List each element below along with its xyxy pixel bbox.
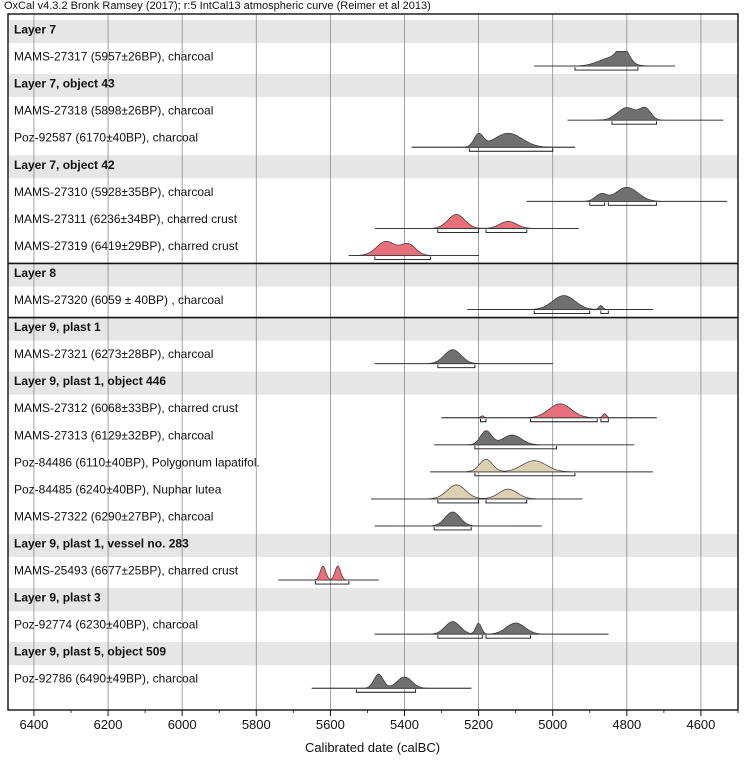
range-bracket bbox=[485, 635, 531, 639]
distribution-curve bbox=[534, 51, 675, 67]
distribution-curve bbox=[411, 132, 576, 148]
x-tick-label: 4600 bbox=[686, 717, 715, 732]
x-tick-label: 5600 bbox=[316, 717, 345, 732]
group-band bbox=[8, 317, 738, 341]
sample-label: Poz-84485 (6240±40BP), Nuphar lutea bbox=[14, 482, 222, 496]
group-band bbox=[8, 74, 738, 98]
distribution-curve bbox=[467, 295, 654, 310]
range-bracket bbox=[374, 256, 431, 260]
group-band bbox=[8, 588, 738, 612]
sample-label: MAMS-27310 (5928±35BP), charcoal bbox=[14, 185, 213, 199]
range-bracket bbox=[485, 499, 528, 504]
distribution-curve bbox=[311, 673, 472, 689]
distribution-curve bbox=[278, 565, 379, 581]
range-bracket bbox=[480, 418, 487, 423]
group-band bbox=[8, 642, 738, 666]
group-band bbox=[8, 20, 738, 44]
range-bracket bbox=[611, 121, 657, 125]
distribution-curve bbox=[526, 186, 728, 202]
distribution-curve bbox=[441, 403, 657, 419]
sample-label: Poz-92786 (6490±49BP), charcoal bbox=[14, 672, 198, 686]
distribution-curve bbox=[374, 621, 609, 635]
sample-label: Poz-84486 (6110±40BP), Polygonum lapatif… bbox=[14, 455, 260, 469]
sample-label: MAMS-27318 (5898±26BP), charcoal bbox=[14, 104, 213, 118]
distribution-curve bbox=[374, 511, 542, 527]
group-band bbox=[8, 533, 738, 557]
x-tick-label: 6000 bbox=[168, 717, 197, 732]
range-bracket bbox=[437, 229, 480, 233]
sample-label: MAMS-27320 (6059 ± 40BP) , charcoal bbox=[14, 293, 223, 307]
distribution-curve bbox=[567, 106, 724, 121]
plot-frame bbox=[7, 13, 739, 711]
sample-label: MAMS-27322 (6290±27BP), charcoal bbox=[14, 509, 213, 523]
range-bracket bbox=[437, 364, 476, 369]
group-band bbox=[8, 263, 738, 287]
x-tick-label: 6200 bbox=[94, 717, 123, 732]
group-label: Layer 9, plast 5, object 509 bbox=[14, 645, 166, 659]
distribution-curve bbox=[434, 430, 635, 446]
sample-label: MAMS-25493 (6677±25BP), charred crust bbox=[14, 564, 239, 578]
group-label: Layer 7, object 42 bbox=[14, 158, 115, 172]
distribution-curve bbox=[371, 484, 583, 500]
sample-label: MAMS-27321 (6273±28BP), charcoal bbox=[14, 347, 213, 361]
group-label: Layer 7 bbox=[14, 23, 56, 37]
sample-label: MAMS-27312 (6068±33BP), charred crust bbox=[14, 401, 239, 415]
group-label: Layer 8 bbox=[14, 266, 56, 280]
group-label: Layer 7, object 43 bbox=[14, 77, 115, 91]
x-tick-label: 5200 bbox=[464, 717, 493, 732]
range-bracket bbox=[437, 499, 480, 504]
range-bracket bbox=[474, 445, 557, 450]
range-bracket bbox=[533, 310, 591, 314]
x-tick-label: 5000 bbox=[538, 717, 567, 732]
range-bracket bbox=[315, 581, 350, 585]
range-bracket bbox=[607, 202, 657, 206]
range-bracket bbox=[474, 472, 576, 477]
range-bracket bbox=[589, 202, 606, 206]
group-label: Layer 9, plast 1 bbox=[14, 320, 101, 334]
range-bracket bbox=[355, 689, 417, 693]
range-bracket bbox=[468, 148, 554, 152]
range-bracket bbox=[574, 67, 639, 71]
range-bracket bbox=[600, 310, 609, 314]
range-bracket bbox=[485, 229, 528, 233]
range-bracket bbox=[433, 526, 472, 531]
group-band bbox=[8, 155, 738, 179]
group-band bbox=[8, 371, 738, 395]
distribution-curve bbox=[374, 214, 579, 229]
chart-header: OxCal v4.3.2 Bronk Ramsey (2017); r:5 In… bbox=[4, 0, 431, 12]
group-label: Layer 9, plast 3 bbox=[14, 591, 101, 605]
sample-label: MAMS-27311 (6236±34BP), charred crust bbox=[14, 212, 238, 226]
range-bracket bbox=[600, 418, 609, 423]
sample-label: MAMS-27317 (5957±26BP), charcoal bbox=[14, 50, 213, 64]
sample-label: Poz-92774 (6230±40BP), charcoal bbox=[14, 618, 198, 632]
distribution-curve bbox=[430, 458, 654, 473]
group-label: Layer 9, plast 1, object 446 bbox=[14, 374, 166, 388]
range-bracket bbox=[530, 418, 598, 423]
sample-label: MAMS-27319 (6419±29BP), charred crust bbox=[14, 239, 239, 253]
x-tick-label: 5400 bbox=[390, 717, 419, 732]
x-tick-label: 4800 bbox=[612, 717, 641, 732]
group-label: Layer 9, plast 1, vessel no. 283 bbox=[14, 536, 189, 550]
sample-label: Poz-92587 (6170±40BP), charcoal bbox=[14, 131, 198, 145]
sample-label: MAMS-27313 (6129±32BP), charcoal bbox=[14, 428, 213, 442]
distribution-curve bbox=[374, 349, 554, 365]
x-axis-label: Calibrated date (calBC) bbox=[304, 740, 441, 755]
distribution-curve bbox=[348, 240, 479, 256]
x-tick-label: 5800 bbox=[242, 717, 271, 732]
x-tick-label: 6400 bbox=[19, 717, 48, 732]
range-bracket bbox=[437, 635, 483, 639]
